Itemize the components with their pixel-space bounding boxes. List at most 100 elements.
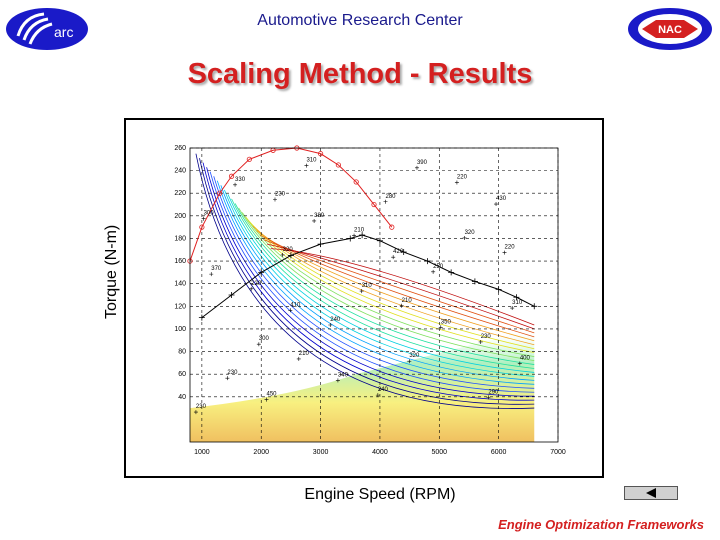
contour-label: 230 (481, 334, 492, 340)
series-point (359, 232, 366, 239)
contour-marker (233, 182, 238, 187)
arc-logo-text: arc (54, 24, 73, 40)
back-button[interactable] (624, 486, 678, 500)
nac-logo: NAC (628, 8, 712, 50)
contour-marker (280, 252, 285, 257)
contour-line (216, 180, 535, 385)
x-tick-label: 3000 (313, 449, 329, 456)
contour-label: 240 (330, 317, 341, 323)
contour-marker (193, 410, 198, 415)
contour-label: 350 (441, 319, 452, 325)
x-tick-label: 5000 (432, 449, 448, 456)
contour-marker (438, 325, 443, 330)
series-point (317, 151, 324, 157)
contour-marker (462, 235, 467, 240)
contour-marker (288, 308, 293, 313)
efficiency-map-chart: 1000 2000 3000 4000 5000 6000 7000 40 60 80 100 120… (174, 145, 566, 456)
x-tick-label: 2000 (253, 449, 269, 456)
contour-label: 240 (378, 387, 389, 393)
contour-line (238, 207, 535, 361)
series-point (228, 292, 235, 298)
series-point (347, 235, 354, 242)
contour-label: 430 (496, 196, 507, 202)
series-point (287, 252, 294, 259)
nac-logo-text: NAC (658, 24, 682, 36)
slide-title: Scaling Method - Results (187, 58, 533, 90)
y-tick-label: 240 (174, 168, 186, 175)
contour-label: 310 (512, 300, 523, 306)
contour-line (199, 158, 535, 405)
efficiency-fill-region (190, 328, 535, 442)
series-point (371, 201, 377, 208)
contour-line (234, 203, 535, 365)
contour-line (224, 189, 535, 377)
header-title: Automotive Research Center (257, 12, 463, 29)
contour-label: 320 (283, 247, 294, 253)
contour-label: 230 (275, 191, 286, 197)
contour-marker (407, 359, 412, 364)
contour-label: 400 (520, 355, 531, 361)
series-line (189, 147, 393, 262)
contour-marker (478, 339, 483, 344)
contour-line (213, 176, 535, 389)
contour-line (227, 194, 535, 373)
y-tick-label: 120 (174, 303, 186, 310)
contour-label: 290 (488, 389, 499, 395)
y-tick-label: 40 (178, 394, 186, 401)
y-tick-label: 60 (178, 371, 186, 378)
contour-label: 310 (306, 158, 317, 164)
contour-line (252, 225, 535, 346)
series-point (400, 249, 407, 256)
series-point (495, 286, 502, 293)
contour-marker (249, 286, 254, 291)
contour-line (263, 239, 535, 334)
y-tick-label: 160 (174, 258, 186, 265)
y-axis-label: Torque (N-m) (103, 224, 120, 319)
contour-label: 370 (211, 266, 222, 272)
series-point (198, 314, 205, 321)
plot-axes-box (189, 147, 559, 443)
contour-marker (296, 356, 301, 361)
x-tick-label: 4000 (372, 449, 388, 456)
contour-line (249, 221, 535, 350)
arc-logo: arc (6, 8, 88, 50)
series-point (424, 258, 431, 265)
series-point (258, 269, 265, 276)
series-point (376, 237, 383, 244)
contour-label: 320 (465, 230, 476, 236)
contour-marker (431, 269, 436, 274)
series-point (199, 224, 205, 230)
contour-marker (264, 397, 269, 402)
contour-marker (312, 218, 317, 223)
contour-line (245, 216, 535, 354)
contour-label: 390 (417, 160, 428, 166)
series-point (228, 173, 235, 179)
contour-marker (375, 393, 380, 398)
contour-marker (502, 250, 507, 255)
triangle-left-icon (646, 488, 656, 498)
y-tick-label: 80 (178, 349, 186, 356)
x-axis-label: Engine Speed (RPM) (304, 486, 456, 503)
plot-frame: 1000 2000 3000 4000 5000 6000 7000 40 60 80 100 120… (124, 118, 604, 478)
footer-text: Engine Optimization Frameworks (498, 517, 704, 532)
series-point (317, 241, 324, 248)
contour-label: 300 (259, 336, 270, 342)
x-tick-label: 6000 (491, 449, 507, 456)
y-tick-label: 220 (174, 190, 186, 197)
contour-line (267, 243, 535, 330)
contour-marker (359, 289, 364, 294)
contour-label: 380 (314, 213, 325, 219)
series-point (531, 303, 538, 310)
contour-label: 420 (393, 249, 404, 255)
contour-line (231, 198, 535, 369)
contour-marker (510, 306, 515, 311)
contour-line (202, 162, 535, 401)
contour-label: 450 (267, 392, 278, 398)
contour-marker (494, 202, 499, 207)
contour-label: 230 (227, 370, 238, 376)
contour-marker (454, 180, 459, 185)
series-point (389, 224, 395, 230)
series-point (335, 162, 341, 168)
series-point (513, 294, 520, 301)
contour-label: 310 (362, 283, 373, 289)
